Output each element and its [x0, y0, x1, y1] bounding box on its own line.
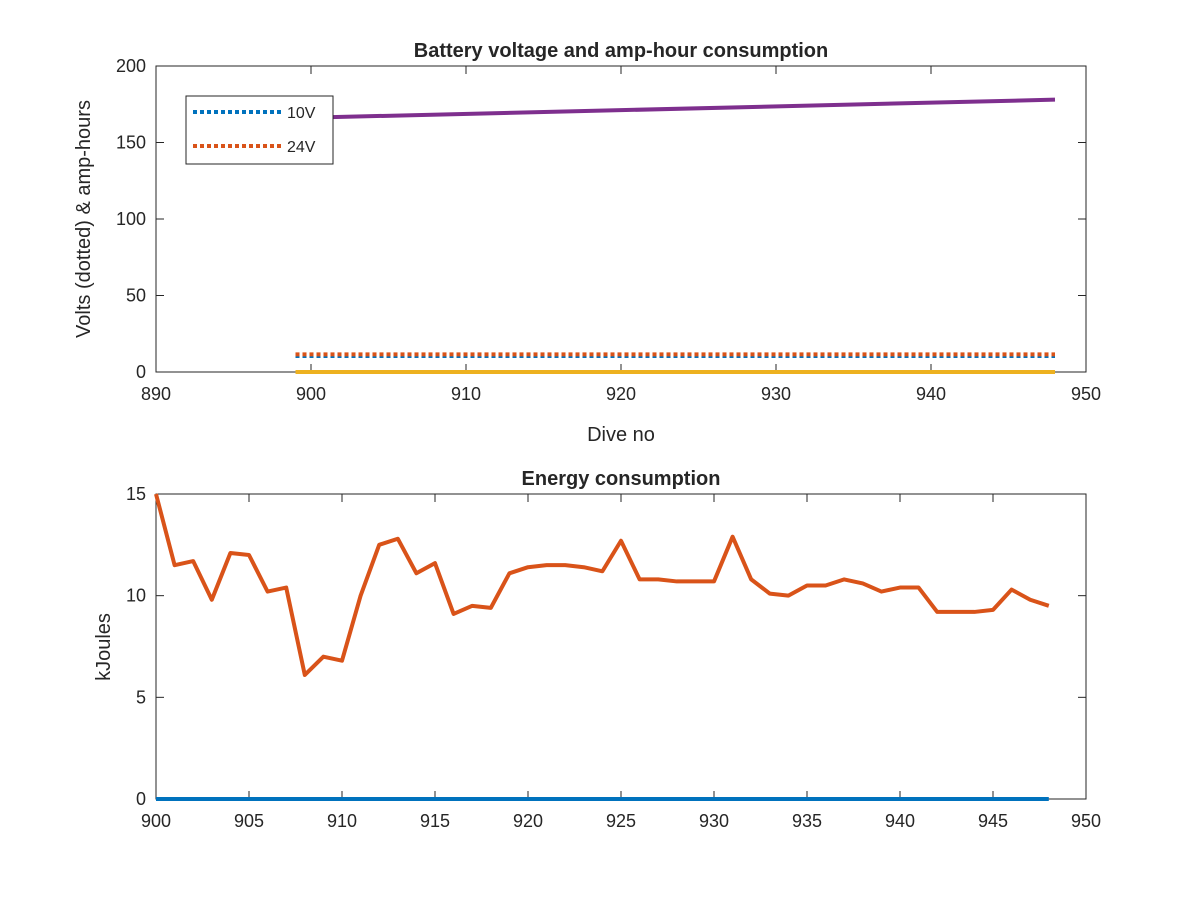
energy-x-tick-label: 910 [327, 811, 357, 831]
voltage-y-tick-label: 200 [116, 56, 146, 76]
legend-box [185, 95, 334, 165]
voltage-y-tick-label: 100 [116, 209, 146, 229]
energy-x-tick-label: 900 [141, 811, 171, 831]
voltage-series [295, 97, 1056, 374]
energy-ticks: 900 905 910 915 920 925 930 935 940 945 950 0 5 10 15 [126, 484, 1101, 831]
voltage-x-tick-label: 900 [296, 384, 326, 404]
energy-x-tick-label: 935 [792, 811, 822, 831]
energy-y-tick-label: 15 [126, 484, 146, 504]
energy-series [154, 493, 1050, 801]
energy-x-tick-label: 945 [978, 811, 1008, 831]
voltage-x-tick-label: 920 [606, 384, 636, 404]
voltage-y-tick-label: 0 [136, 362, 146, 382]
voltage-series-line-3 [295, 97, 1056, 121]
energy-chart-title: Energy consumption [522, 468, 721, 490]
energy-y-tick-label: 0 [136, 789, 146, 809]
energy-y-tick-label: 10 [126, 586, 146, 606]
voltage-x-tick-label: 910 [451, 384, 481, 404]
energy-series-line-1 [154, 493, 1050, 677]
voltage-y-tick-label: 150 [116, 133, 146, 153]
energy-y-tick-label: 5 [136, 687, 146, 707]
voltage-x-tick-label: 940 [916, 384, 946, 404]
energy-x-tick-label: 950 [1071, 811, 1101, 831]
voltage-axes: Battery voltage and amp-hour consumption… [73, 40, 1101, 446]
voltage-y-axis-label: Volts (dotted) & amp-hours [73, 100, 95, 338]
voltage-x-tick-label: 890 [141, 384, 171, 404]
energy-x-tick-label: 915 [420, 811, 450, 831]
legend-label-24v: 24V [287, 139, 316, 156]
energy-x-tick-label: 930 [699, 811, 729, 831]
voltage-x-axis-label: Dive no [587, 424, 655, 446]
voltage-chart-title: Battery voltage and amp-hour consumption [414, 40, 828, 62]
voltage-legend: 10V 24V [185, 95, 334, 165]
voltage-x-tick-label: 950 [1071, 384, 1101, 404]
energy-x-tick-label: 905 [234, 811, 264, 831]
energy-y-axis-label: kJoules [93, 613, 115, 681]
energy-x-tick-label: 925 [606, 811, 636, 831]
voltage-y-tick-label: 50 [126, 286, 146, 306]
legend-label-10v: 10V [287, 105, 316, 122]
voltage-x-tick-label: 930 [761, 384, 791, 404]
energy-x-tick-label: 940 [885, 811, 915, 831]
energy-axes: Energy consumption kJoules 900 905 910 915 9… [93, 468, 1101, 831]
energy-x-tick-label: 920 [513, 811, 543, 831]
